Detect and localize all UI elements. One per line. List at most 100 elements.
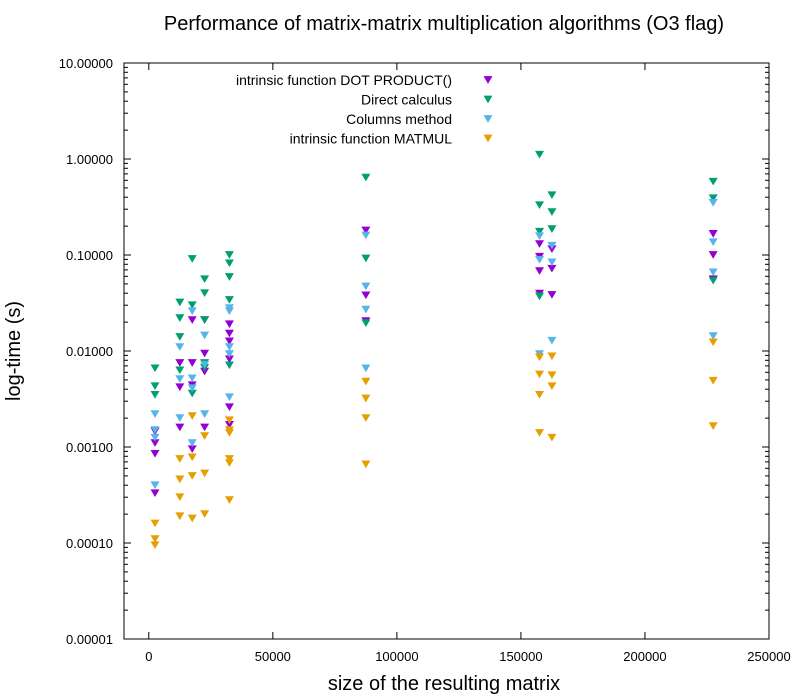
x-tick-label: 0 <box>145 649 152 664</box>
data-point <box>200 360 210 369</box>
data-point <box>708 230 718 238</box>
legend-marker <box>483 134 493 143</box>
data-point <box>708 238 718 247</box>
data-point <box>535 232 545 241</box>
x-tick-label: 100000 <box>375 649 418 664</box>
data-point <box>175 343 185 351</box>
data-point <box>708 251 718 259</box>
data-point <box>187 439 197 447</box>
data-point <box>361 226 371 235</box>
data-point <box>187 384 197 392</box>
legend-label: intrinsic function MATMUL <box>290 131 453 147</box>
data-point <box>547 382 557 391</box>
data-point <box>175 333 185 341</box>
data-point <box>708 422 718 430</box>
data-point <box>187 307 197 315</box>
y-tick-label: 1.00000 <box>66 152 113 167</box>
data-point <box>535 150 545 159</box>
data-point <box>187 453 197 462</box>
data-point <box>187 301 197 310</box>
x-tick-label: 50000 <box>255 649 291 664</box>
data-point <box>224 355 234 364</box>
data-point <box>361 231 371 240</box>
data-point <box>150 481 160 490</box>
data-point <box>175 314 185 322</box>
data-point <box>200 410 210 418</box>
data-point <box>224 343 234 351</box>
data-point <box>187 389 197 398</box>
data-point <box>150 489 160 498</box>
legend-label: Columns method <box>346 111 452 127</box>
data-point <box>150 410 160 418</box>
data-point <box>150 382 160 391</box>
data-point <box>187 316 197 324</box>
data-point <box>200 367 210 376</box>
data-point <box>361 319 371 327</box>
data-point <box>150 449 160 458</box>
x-axis-title: size of the resulting matrix <box>328 673 560 695</box>
y-axis: 0.00001 0.00010 0.00100 0.01000 0.10000 1.000… <box>59 56 769 647</box>
data-point <box>535 429 545 437</box>
data-point <box>708 268 718 277</box>
x-tick-label: 150000 <box>499 649 542 664</box>
data-point <box>224 459 234 467</box>
series-2 <box>150 198 718 490</box>
x-tick-label: 250000 <box>747 649 790 664</box>
data-point <box>175 366 185 375</box>
data-point <box>535 227 545 236</box>
data-point <box>547 336 557 345</box>
y-tick-label: 0.00010 <box>66 536 113 551</box>
y-tick-label: 0.00100 <box>66 440 113 455</box>
data-point <box>361 305 371 314</box>
legend-marker <box>483 76 493 84</box>
data-point <box>175 475 185 484</box>
data-point <box>187 255 197 263</box>
data-point <box>547 258 557 267</box>
data-point <box>224 455 234 463</box>
data-point <box>708 338 718 347</box>
series-1 <box>150 150 718 399</box>
data-point <box>224 337 234 346</box>
data-point <box>224 429 234 437</box>
data-point <box>708 194 718 203</box>
series-3 <box>150 338 718 549</box>
data-point <box>547 225 557 233</box>
data-point <box>200 423 210 432</box>
x-axis: 0 50000 100000 150000 200000 250000 <box>145 63 791 664</box>
data-point <box>535 370 545 379</box>
data-point <box>224 393 234 402</box>
legend-marker <box>483 115 493 123</box>
data-point <box>200 432 210 440</box>
data-point <box>224 307 234 315</box>
data-point <box>708 332 718 340</box>
data-point <box>361 364 371 373</box>
data-point <box>150 541 160 549</box>
data-point <box>175 383 185 391</box>
series-0 <box>150 226 718 498</box>
data-point <box>535 292 545 301</box>
data-point <box>547 371 557 379</box>
data-point <box>175 455 185 463</box>
data-point <box>224 421 234 429</box>
data-point <box>361 394 371 403</box>
data-point <box>361 414 371 422</box>
data-point <box>187 472 197 480</box>
data-point <box>547 264 557 273</box>
data-point <box>150 439 160 447</box>
y-tick-label: 10.00000 <box>59 56 113 71</box>
data-point <box>547 291 557 299</box>
data-point <box>547 352 557 361</box>
data-point <box>200 349 210 358</box>
data-point <box>187 445 197 453</box>
data-point <box>361 460 371 469</box>
data-point <box>224 403 234 411</box>
data-point <box>361 173 371 182</box>
legend: intrinsic function DOT PRODUCT() Direct c… <box>236 72 493 147</box>
data-point <box>200 275 210 283</box>
data-point <box>535 353 545 362</box>
data-point <box>547 241 557 250</box>
data-point <box>361 254 371 263</box>
data-point <box>361 291 371 300</box>
y-axis-title: log-time (s) <box>3 301 25 401</box>
